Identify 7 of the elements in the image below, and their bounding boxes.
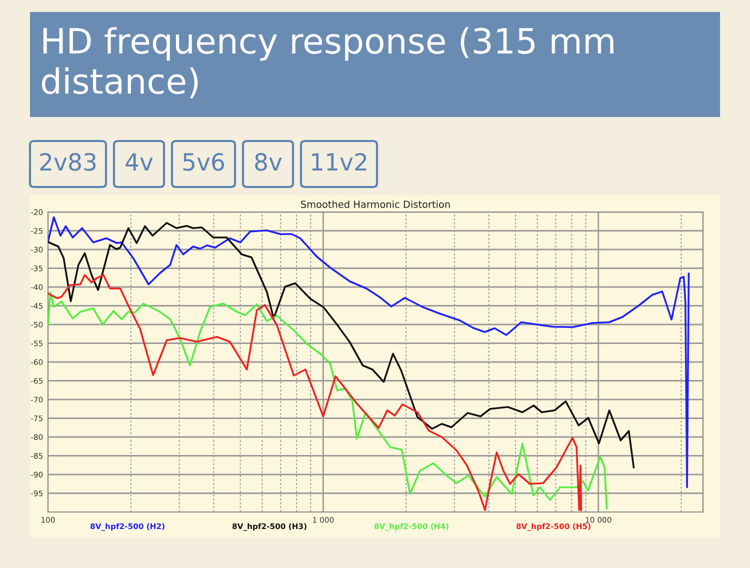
text: 11v2 [312, 152, 366, 171]
chart-subtitle: Smoothed Harmonic Distortion [301, 200, 450, 208]
text: 5v6 [183, 152, 224, 171]
text: 8v [255, 152, 282, 171]
chart-title: HD frequency response (315 mm distance) [42, 27, 614, 98]
text: 2v83 [40, 152, 96, 171]
text: 4v [126, 153, 153, 171]
